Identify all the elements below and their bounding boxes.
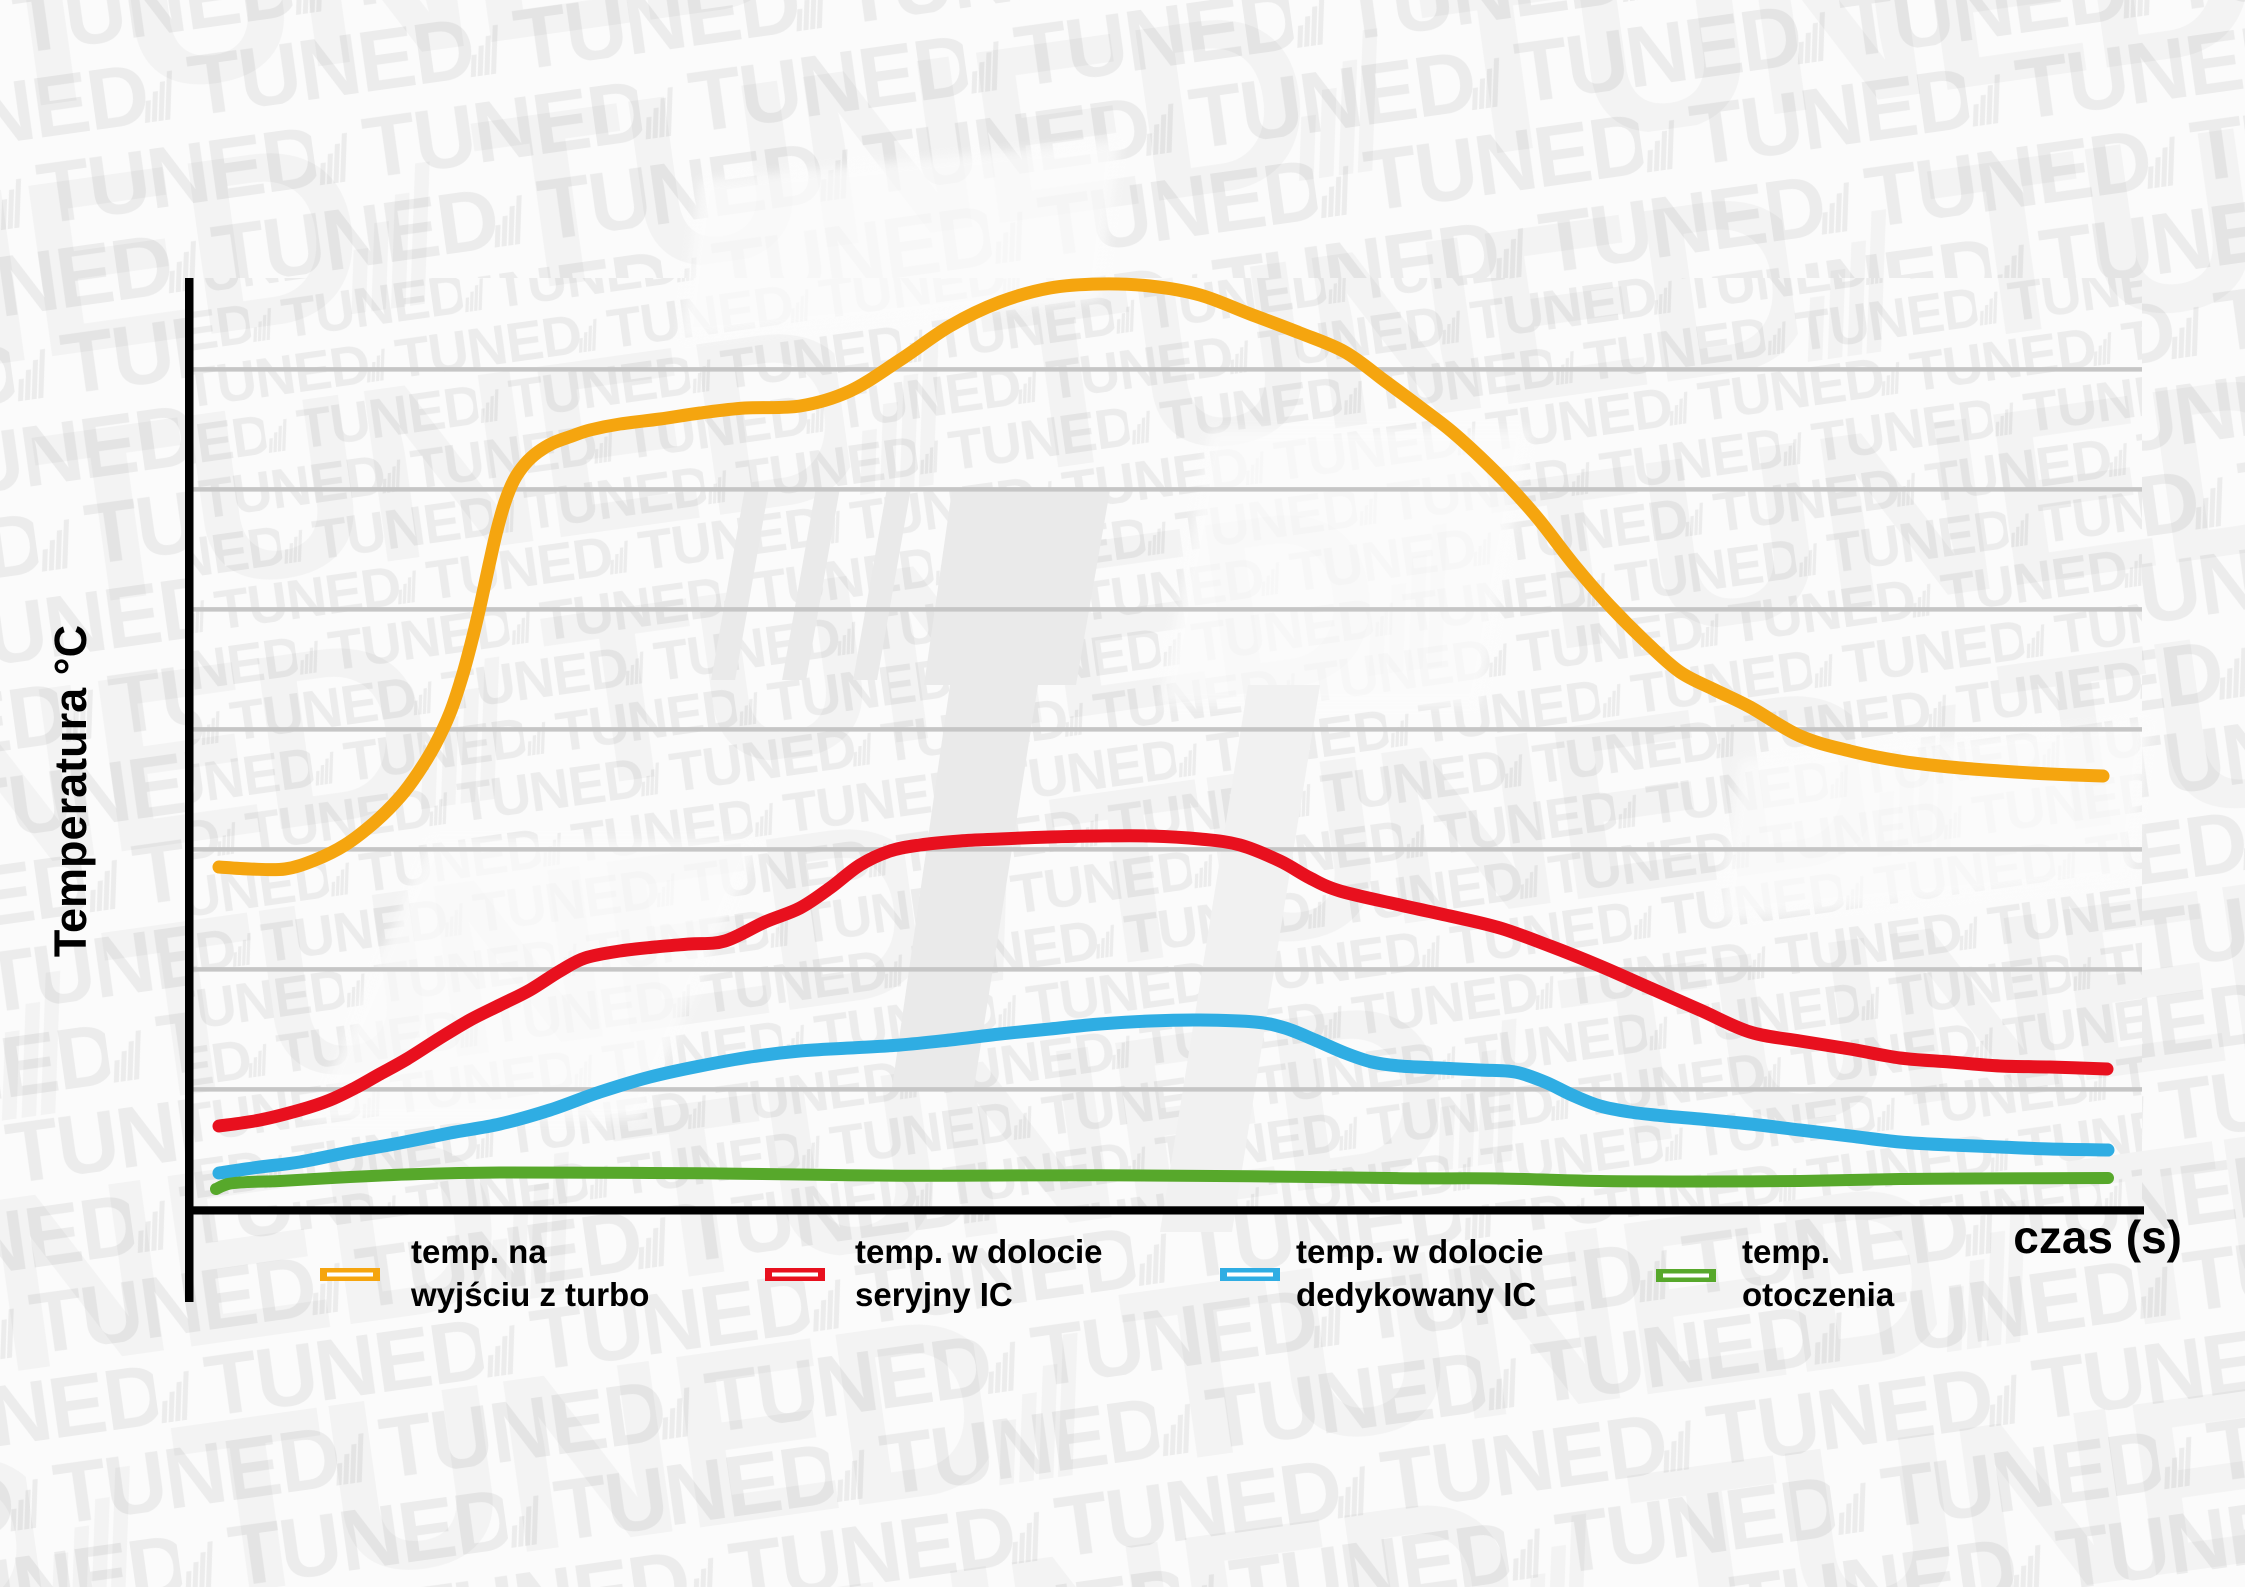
svg-text:dedykowany IC: dedykowany IC — [1296, 1276, 1536, 1313]
svg-text:czas (s): czas (s) — [2013, 1211, 2182, 1263]
svg-text:temp.: temp. — [1742, 1233, 1830, 1270]
svg-text:temp. w dolocie: temp. w dolocie — [855, 1233, 1103, 1270]
svg-text:otoczenia: otoczenia — [1742, 1276, 1895, 1313]
svg-text:temp. na: temp. na — [411, 1233, 547, 1270]
svg-text:wyjściu z turbo: wyjściu z turbo — [410, 1276, 649, 1313]
svg-text:Temperatura °C: Temperatura °C — [45, 625, 96, 957]
svg-text:temp. w dolocie: temp. w dolocie — [1296, 1233, 1544, 1270]
svg-text:seryjny IC: seryjny IC — [855, 1276, 1013, 1313]
